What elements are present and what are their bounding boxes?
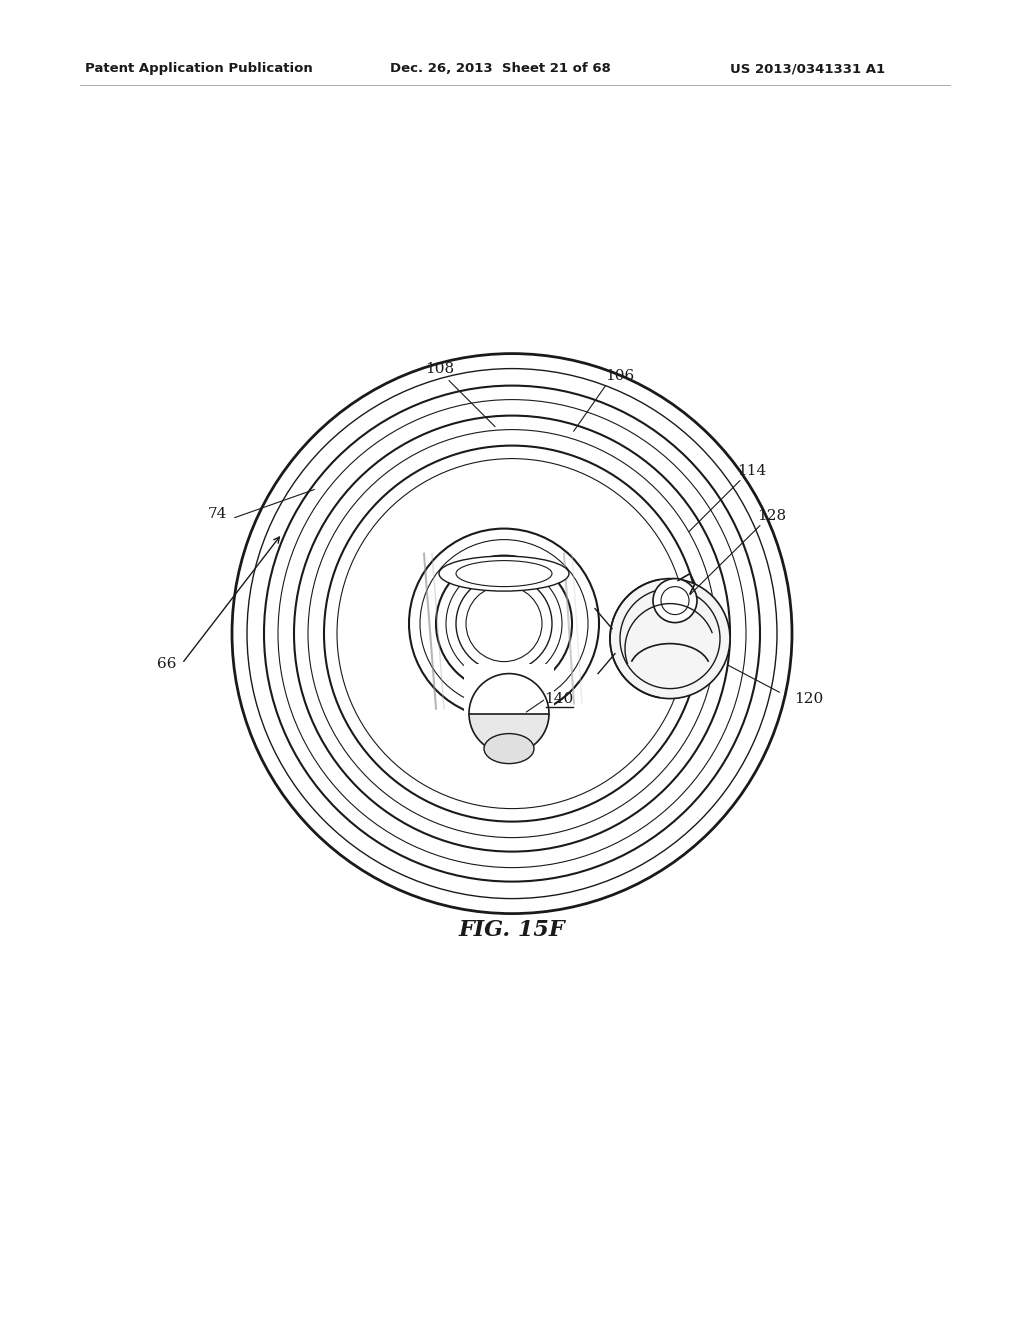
Circle shape: [469, 673, 549, 754]
Ellipse shape: [439, 556, 569, 591]
Text: Dec. 26, 2013  Sheet 21 of 68: Dec. 26, 2013 Sheet 21 of 68: [390, 62, 611, 75]
Text: 108: 108: [425, 362, 455, 376]
Text: 128: 128: [758, 508, 786, 523]
Text: US 2013/0341331 A1: US 2013/0341331 A1: [730, 62, 885, 75]
Text: 106: 106: [605, 368, 635, 383]
Circle shape: [610, 578, 730, 698]
Text: 120: 120: [794, 692, 823, 706]
Ellipse shape: [456, 561, 552, 586]
Text: 74: 74: [207, 507, 226, 520]
Text: 140: 140: [545, 692, 573, 706]
Bar: [464, 664, 554, 714]
Circle shape: [653, 578, 697, 623]
Text: FIG. 15F: FIG. 15F: [459, 919, 565, 941]
Ellipse shape: [484, 734, 534, 763]
Text: 114: 114: [737, 463, 767, 478]
Text: Patent Application Publication: Patent Application Publication: [85, 62, 312, 75]
Text: 66: 66: [158, 656, 177, 671]
